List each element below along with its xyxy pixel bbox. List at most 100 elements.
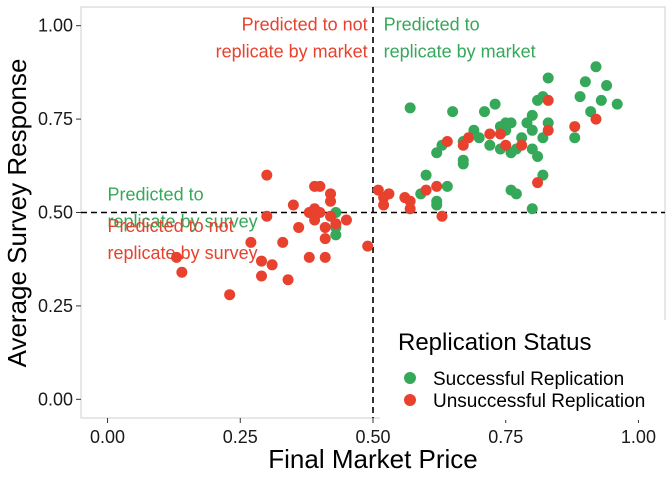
point-unsuccessful	[277, 236, 289, 248]
x-tick-label: 0.50	[355, 427, 390, 447]
x-axis-ticks: 0.00 0.25 0.50 0.75 1.00	[90, 418, 656, 447]
point-unsuccessful	[378, 199, 390, 211]
point-unsuccessful	[261, 210, 273, 222]
y-tick-label: 0.25	[38, 296, 73, 316]
point-unsuccessful	[287, 199, 299, 211]
point-unsuccessful	[569, 121, 581, 133]
point-unsuccessful	[500, 139, 512, 151]
point-unsuccessful	[256, 255, 268, 267]
point-successful	[473, 132, 485, 144]
point-unsuccessful	[532, 177, 544, 189]
annotation-line: Predicted to not	[242, 14, 368, 34]
x-axis-title: Final Market Price	[268, 444, 478, 474]
y-tick-label: 1.00	[38, 16, 73, 36]
point-unsuccessful	[590, 113, 602, 125]
y-tick-label: 0.75	[38, 109, 73, 129]
legend-label-unsuccessful: Unsuccessful Replication	[433, 391, 645, 412]
point-successful	[441, 180, 453, 192]
point-successful	[478, 106, 490, 118]
point-unsuccessful	[171, 251, 183, 263]
point-successful	[574, 91, 586, 103]
point-successful	[542, 72, 554, 84]
point-unsuccessful	[431, 180, 443, 192]
point-unsuccessful	[340, 214, 352, 226]
quadrant-annotation-4: Predicted to not replicate by survey	[108, 216, 258, 263]
point-unsuccessful	[224, 289, 236, 301]
point-successful	[532, 150, 544, 162]
point-unsuccessful	[245, 236, 257, 248]
point-unsuccessful	[542, 124, 554, 136]
annotation-line: replicate by survey	[108, 211, 258, 231]
point-unsuccessful	[293, 221, 305, 233]
point-successful	[510, 188, 522, 200]
point-unsuccessful	[314, 207, 326, 218]
point-unsuccessful	[494, 128, 506, 140]
point-successful	[489, 98, 501, 110]
data-points	[171, 61, 623, 301]
legend-marker-successful	[404, 372, 416, 384]
point-unsuccessful	[176, 266, 188, 278]
point-unsuccessful	[463, 132, 475, 144]
point-successful	[431, 199, 443, 211]
quadrant-annotation-2: Predicted to replicate by market	[384, 14, 536, 61]
annotation-line: replicate by survey	[108, 243, 258, 263]
point-unsuccessful	[319, 221, 331, 233]
point-successful	[500, 117, 512, 129]
legend-title: Replication Status	[398, 329, 591, 356]
point-unsuccessful	[303, 251, 315, 263]
point-unsuccessful	[266, 259, 278, 271]
point-unsuccessful	[319, 233, 331, 245]
y-axis-title: Average Survey Response	[2, 59, 32, 368]
point-successful	[569, 132, 581, 144]
point-successful	[595, 94, 607, 106]
quadrant-annotation-3: Predicted to replicate by survey	[108, 184, 258, 231]
point-successful	[404, 102, 416, 114]
point-unsuccessful	[282, 274, 294, 286]
quadrant-annotations: Predicted to not replicate by marketPredi…	[108, 14, 536, 263]
point-unsuccessful	[516, 139, 528, 151]
point-unsuccessful	[325, 195, 337, 207]
point-unsuccessful	[383, 188, 395, 200]
point-unsuccessful	[330, 218, 342, 230]
legend-background	[380, 320, 672, 420]
y-axis-ticks: 0.00 0.25 0.50 0.75 1.00	[38, 16, 81, 409]
legend-marker-unsuccessful	[404, 394, 416, 406]
point-successful	[601, 79, 613, 91]
point-successful	[526, 203, 538, 215]
annotation-line: replicate by market	[384, 41, 536, 61]
point-unsuccessful	[362, 240, 374, 252]
legend: Replication Status Successful Replicatio…	[380, 320, 672, 420]
x-tick-label: 0.00	[90, 427, 125, 447]
point-unsuccessful	[256, 270, 268, 282]
annotation-line: Predicted to	[384, 14, 480, 34]
point-successful	[611, 98, 623, 110]
point-successful	[330, 229, 342, 241]
point-successful	[420, 169, 432, 181]
x-tick-label: 1.00	[621, 427, 656, 447]
point-successful	[457, 158, 469, 170]
point-unsuccessful	[314, 180, 326, 192]
point-unsuccessful	[542, 94, 554, 106]
annotation-line: replicate by market	[216, 41, 368, 61]
point-unsuccessful	[404, 203, 416, 215]
point-successful	[447, 106, 459, 118]
point-unsuccessful	[420, 184, 432, 196]
legend-label-successful: Successful Replication	[433, 369, 624, 390]
x-tick-label: 0.75	[488, 427, 523, 447]
y-tick-label: 0.50	[38, 203, 73, 223]
annotation-line: Predicted to not	[108, 216, 234, 236]
point-unsuccessful	[436, 210, 448, 222]
point-successful	[526, 124, 538, 136]
reference-lines	[81, 7, 665, 418]
y-tick-label: 0.00	[38, 389, 73, 409]
point-successful	[590, 61, 602, 73]
point-unsuccessful	[484, 128, 496, 140]
x-tick-label: 0.25	[223, 427, 258, 447]
point-successful	[579, 76, 591, 88]
point-successful	[484, 139, 496, 151]
point-unsuccessful	[261, 169, 273, 181]
point-unsuccessful	[319, 251, 331, 263]
quadrant-annotation-1: Predicted to not replicate by market	[216, 14, 368, 61]
point-unsuccessful	[441, 136, 453, 148]
